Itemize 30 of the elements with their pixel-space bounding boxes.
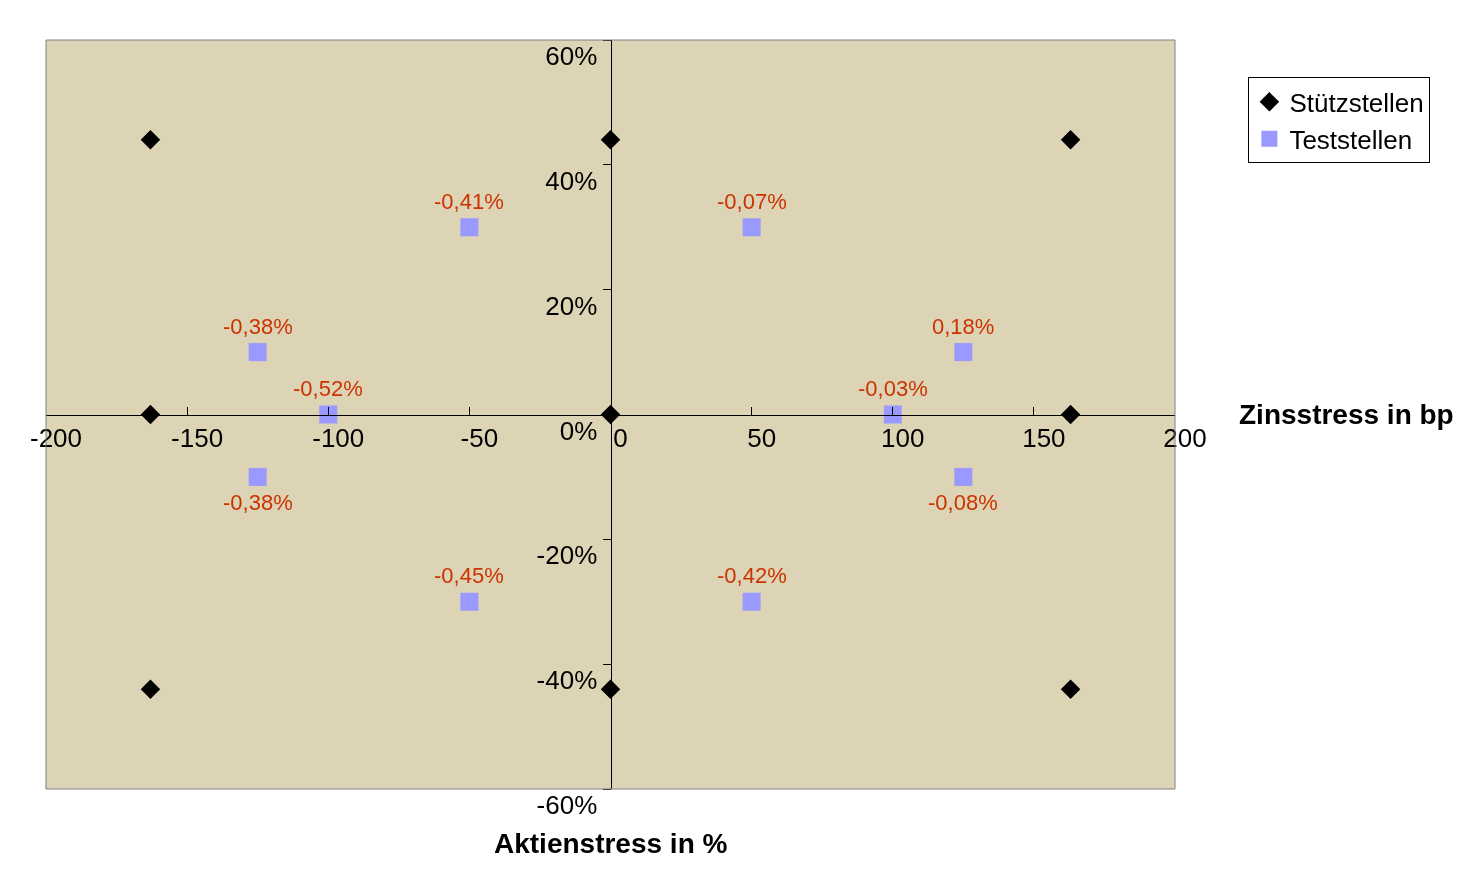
legend-label: Teststellen — [1289, 124, 1413, 155]
annotation: -0,38% — [223, 314, 293, 339]
annotation: 0,18% — [932, 314, 995, 339]
x-tick-label: 0 — [613, 422, 628, 453]
annotation: -0,42% — [717, 563, 787, 588]
annotation: -0,03% — [858, 376, 928, 401]
x-tick-label: 100 — [881, 422, 925, 453]
y-axis-title: Zinsstress in bp — [1239, 399, 1454, 430]
annotation: -0,45% — [434, 563, 504, 588]
annotation: -0,07% — [717, 189, 787, 214]
x-tick-label: -50 — [460, 422, 499, 453]
x-tick-label: 200 — [1163, 422, 1207, 453]
annotation: -0,52% — [293, 376, 363, 401]
y-tick-label: -20% — [536, 540, 598, 571]
y-tick-label: 0% — [559, 415, 598, 446]
x-tick-label: -100 — [312, 422, 365, 453]
legend-label: Stützstellen — [1289, 87, 1424, 118]
y-tick-label: -40% — [536, 665, 598, 696]
x-tick-label: -200 — [29, 422, 83, 453]
y-tick-label: 60% — [545, 41, 598, 72]
y-tick-label: 40% — [545, 165, 598, 196]
x-tick-label: -150 — [171, 422, 224, 453]
x-tick-label: 50 — [747, 422, 777, 453]
annotation: -0,41% — [434, 189, 504, 214]
annotation: -0,08% — [928, 490, 998, 515]
y-tick-label: -60% — [536, 790, 598, 821]
annotation: -0,38% — [223, 490, 293, 515]
y-tick-label: 20% — [545, 290, 598, 321]
x-tick-label: 150 — [1022, 422, 1066, 453]
x-axis-title: Aktienstress in % — [494, 828, 728, 859]
